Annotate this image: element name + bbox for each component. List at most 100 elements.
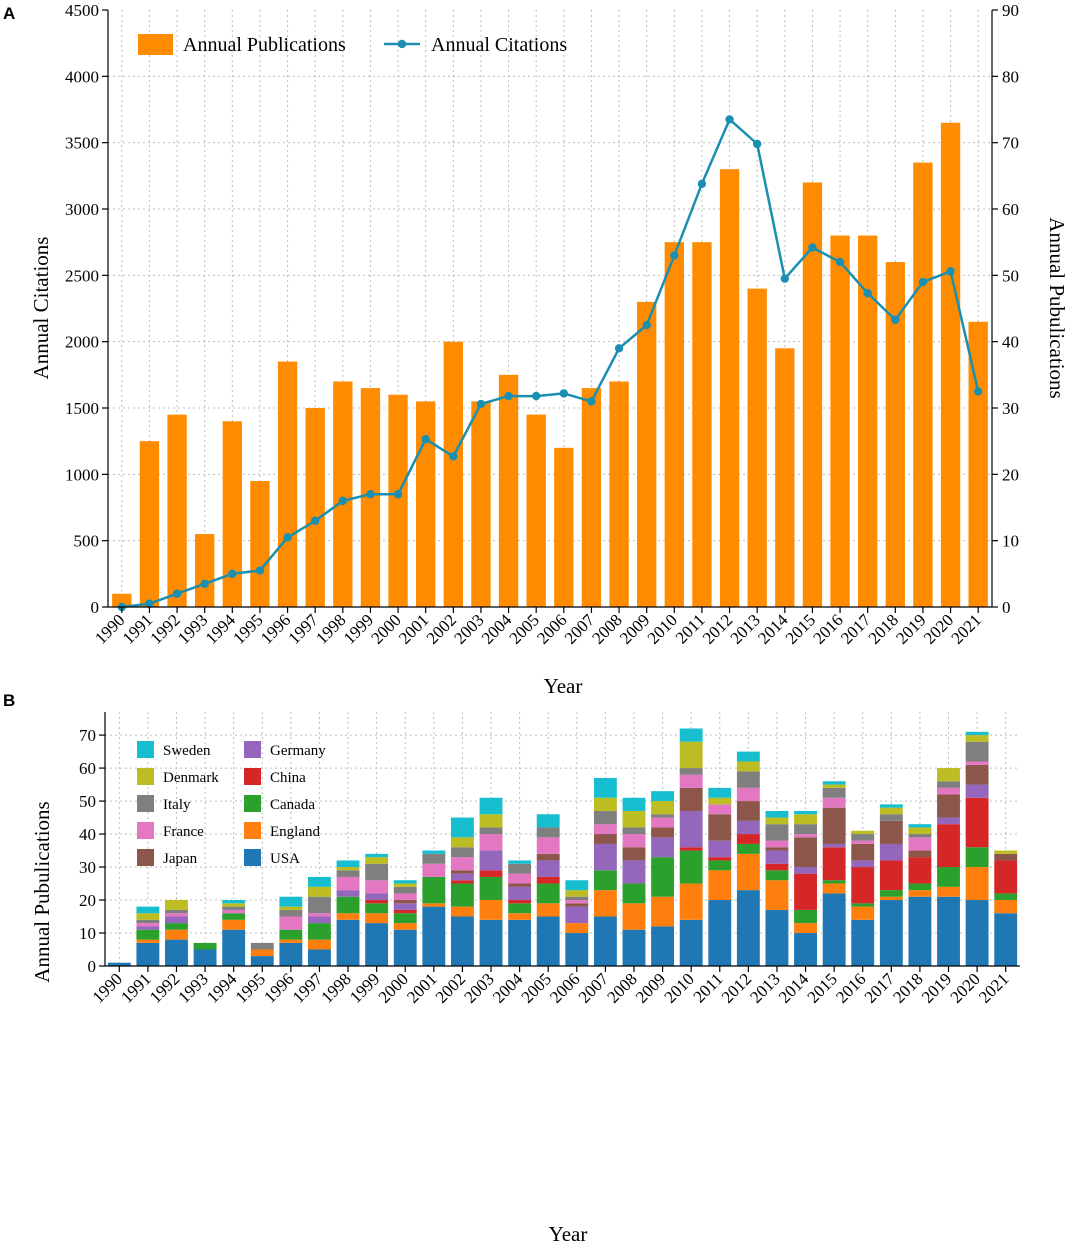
panel-b-axes (104, 712, 1020, 967)
citation-point-2002 (449, 452, 458, 461)
panel-b-y-ticks: 0 10 20 30 40 50 60 70 (79, 726, 105, 976)
legend-japan-label: Japan (163, 851, 198, 867)
stacked-bar-denmark-2021 (994, 850, 1018, 854)
stacked-bar-japan-2002 (450, 870, 474, 874)
stacked-bar-denmark-2011 (708, 797, 732, 805)
stacked-bar-france-2019 (937, 787, 960, 795)
panel-a-right-tick-label: 20 (1002, 465, 1019, 484)
stacked-bar-china-2020 (965, 797, 989, 848)
legend-germany-swatch (244, 741, 261, 758)
stacked-bar-canada-2003 (479, 876, 503, 901)
stacked-bar-usa-2004 (508, 919, 532, 966)
stacked-bar-sweden-2000 (393, 880, 417, 884)
publication-bar-2013 (747, 288, 767, 607)
publication-bar-1997 (305, 408, 325, 607)
stacked-bar-germany-2017 (879, 843, 903, 861)
publication-bar-2001 (416, 401, 436, 607)
stacked-bar-denmark-1994 (222, 903, 246, 907)
stacked-bar-canada-1991 (136, 929, 160, 940)
publication-bar-2002 (443, 341, 463, 607)
stacked-bar-canada-2004 (508, 903, 532, 914)
panel-a-left-tick-label: 2000 (65, 333, 99, 352)
stacked-bar-sweden-2005 (536, 814, 560, 828)
panel-a-right-tick-label: 50 (1002, 266, 1019, 285)
stacked-bar-china-2015 (822, 847, 846, 881)
stacked-bar-canada-1997 (308, 923, 331, 940)
citation-point-1995 (255, 566, 265, 575)
citation-point-1992 (172, 589, 182, 598)
stacked-bar-italy-2010 (679, 768, 703, 775)
stacked-bar-sweden-2004 (508, 860, 532, 864)
stacked-bar-germany-1992 (165, 916, 188, 924)
stacked-bar-france-1999 (365, 880, 389, 894)
stacked-bar-germany-1997 (308, 916, 331, 924)
legend-citations-label: Annual Citations (431, 34, 567, 56)
stacked-bar-usa-1996 (279, 942, 303, 966)
stacked-bar-england-2011 (708, 870, 732, 901)
citation-point-2014 (780, 274, 790, 283)
stacked-bar-usa-2014 (794, 933, 817, 966)
publication-bar-2005 (526, 414, 546, 607)
stacked-bar-italy-2001 (422, 853, 446, 864)
stacked-bar-france-2005 (536, 837, 560, 854)
stacked-bar-england-1994 (222, 919, 246, 930)
stacked-bar-japan-2019 (937, 794, 960, 818)
stacked-bar-france-2007 (593, 824, 617, 835)
stacked-bar-england-2018 (908, 890, 932, 897)
panel-a-left-axis-title: Annual Citations (29, 237, 53, 380)
stacked-bar-germany-2004 (508, 886, 532, 901)
stacked-bar-italy-2015 (822, 787, 846, 798)
panel-a-right-tick-label: 10 (1002, 532, 1019, 551)
citation-point-2020 (946, 267, 955, 276)
stacked-bar-canada-2002 (450, 883, 474, 907)
stacked-bar-sweden-2012 (736, 751, 760, 762)
stacked-bar-france-2018 (908, 837, 932, 851)
stacked-bar-germany-2012 (736, 820, 760, 835)
publication-bar-2018 (885, 262, 905, 607)
stacked-bar-denmark-2010 (679, 741, 703, 769)
stacked-bar-canada-2019 (937, 867, 960, 887)
stacked-bar-england-1997 (308, 939, 331, 950)
stacked-bar-england-1995 (250, 949, 274, 957)
legend-denmark-swatch (137, 768, 154, 785)
stacked-bar-usa-2021 (994, 913, 1018, 966)
panel-b-label: B (3, 691, 15, 710)
stacked-bar-china-2010 (679, 847, 703, 851)
legend-england-swatch (244, 822, 261, 839)
panel-a-citation-line (117, 115, 983, 612)
stacked-bar-italy-2013 (765, 824, 789, 841)
stacked-bar-italy-2006 (565, 896, 589, 901)
stacked-bar-england-2014 (794, 923, 817, 934)
stacked-bar-sweden-2010 (679, 728, 703, 742)
legend-sweden-swatch (137, 741, 154, 758)
stacked-bar-japan-2006 (565, 903, 589, 907)
stacked-bar-usa-1994 (222, 929, 246, 966)
stacked-bar-usa-2013 (765, 909, 789, 966)
stacked-bar-france-2015 (822, 797, 846, 808)
stacked-bar-italy-2019 (937, 781, 960, 788)
citation-point-2006 (559, 389, 569, 398)
stacked-bar-usa-2012 (736, 890, 760, 966)
stacked-bar-france-2011 (708, 804, 732, 815)
stacked-bar-italy-2012 (736, 771, 760, 788)
stacked-bar-usa-2000 (393, 929, 417, 966)
publication-bar-2006 (554, 447, 574, 607)
stacked-bar-sweden-2008 (622, 797, 646, 811)
panel-a-left-tick-label: 1500 (65, 399, 99, 418)
legend-germany-label: Germany (270, 743, 326, 759)
panel-a-right-tick-label: 60 (1002, 200, 1019, 219)
citation-point-2018 (891, 315, 900, 324)
stacked-bar-france-1997 (308, 913, 331, 917)
stacked-bar-denmark-2016 (851, 830, 875, 835)
legend-usa-swatch (244, 849, 261, 866)
stacked-bar-canada-2001 (422, 876, 446, 904)
citation-point-1997 (310, 516, 320, 525)
stacked-bar-japan-2013 (765, 847, 789, 851)
legend-japan-swatch (137, 849, 154, 866)
stacked-bar-sweden-2007 (593, 777, 617, 798)
stacked-bar-denmark-2006 (565, 890, 589, 897)
panel-a-label: A (3, 4, 15, 23)
stacked-bar-italy-1991 (136, 919, 160, 924)
stacked-bar-denmark-2015 (822, 784, 846, 788)
